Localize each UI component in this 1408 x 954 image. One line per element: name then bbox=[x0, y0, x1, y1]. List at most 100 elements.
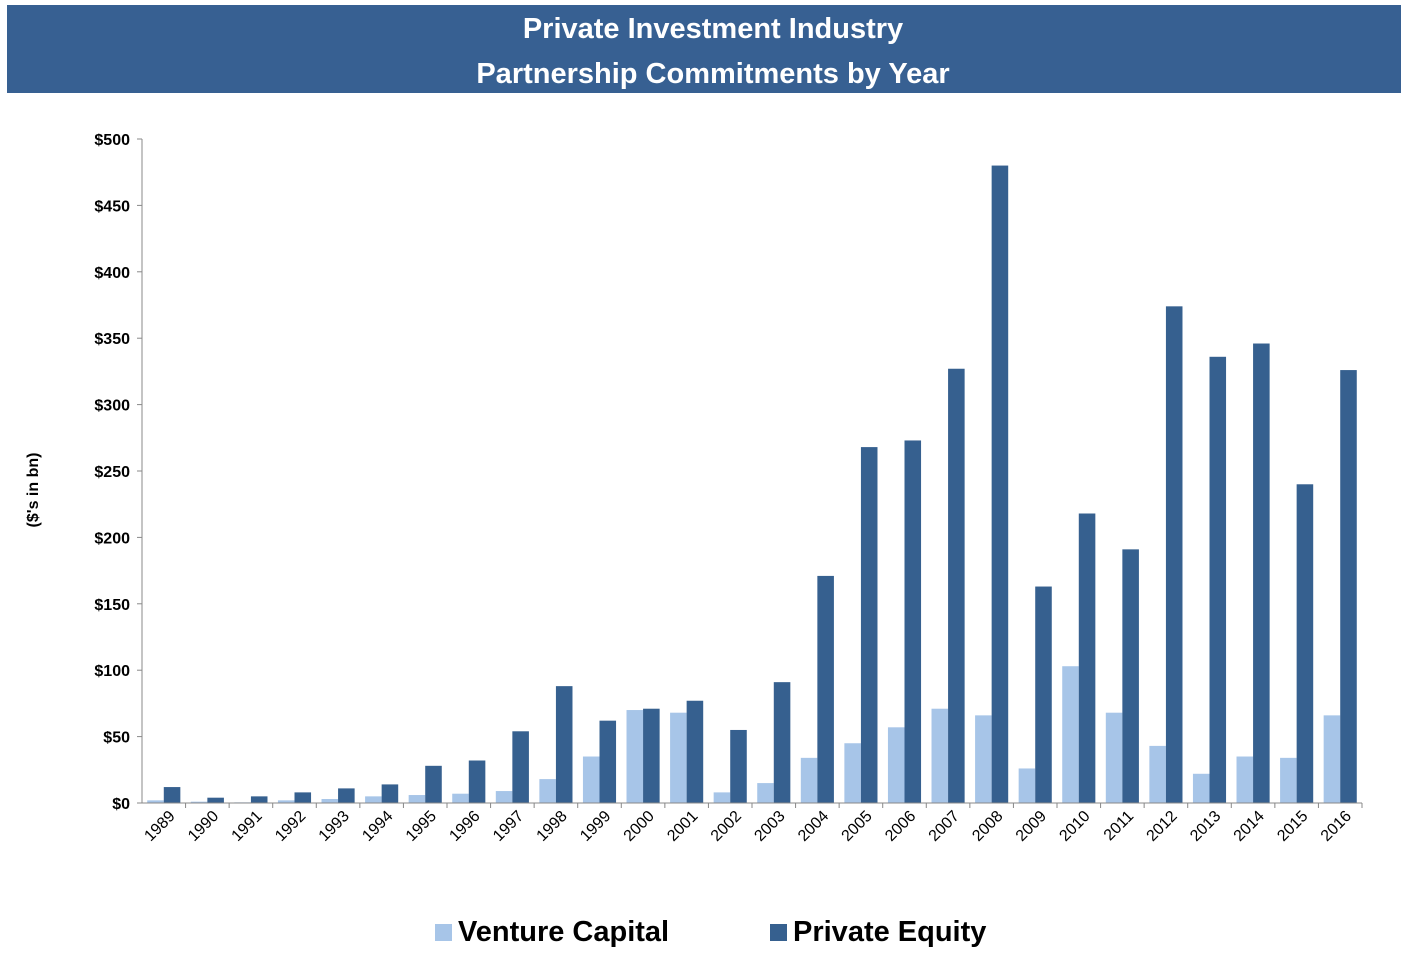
x-tick-label: 2001 bbox=[664, 808, 701, 845]
legend-label: Private Equity bbox=[793, 916, 986, 948]
bar bbox=[1122, 549, 1139, 803]
bar bbox=[408, 795, 426, 803]
x-tick-label: 1996 bbox=[446, 808, 483, 845]
bar bbox=[817, 575, 834, 803]
bar bbox=[495, 791, 513, 803]
x-tick-label: 1995 bbox=[403, 808, 440, 845]
x-tick-label: 2004 bbox=[795, 808, 832, 845]
bar bbox=[250, 796, 268, 803]
y-axis-label: ($'s in bn) bbox=[25, 453, 42, 528]
bar bbox=[975, 715, 992, 803]
bar bbox=[948, 368, 965, 803]
bar bbox=[670, 712, 687, 803]
y-tick-label: $100 bbox=[94, 663, 130, 680]
bar bbox=[582, 756, 600, 803]
x-tick-label: 1994 bbox=[359, 808, 396, 845]
bar bbox=[512, 731, 529, 803]
bar bbox=[860, 447, 878, 803]
bar bbox=[1296, 484, 1314, 803]
y-tick-label: $350 bbox=[94, 331, 130, 348]
bar bbox=[931, 708, 949, 803]
bar bbox=[643, 708, 660, 803]
bar bbox=[190, 801, 208, 803]
y-tick-label: $450 bbox=[94, 198, 130, 215]
bar bbox=[904, 440, 922, 803]
bar bbox=[163, 787, 181, 803]
bar bbox=[844, 743, 861, 803]
x-tick-label: 1989 bbox=[141, 808, 178, 845]
x-tick-label: 2003 bbox=[751, 808, 788, 845]
bar bbox=[730, 729, 747, 803]
x-tick-label: 2012 bbox=[1144, 808, 1181, 845]
x-tick-label: 1999 bbox=[577, 808, 614, 845]
bar bbox=[773, 682, 791, 803]
x-tick-label: 2006 bbox=[882, 808, 919, 845]
bar bbox=[338, 788, 355, 803]
bar bbox=[1105, 712, 1123, 803]
title-banner bbox=[7, 5, 1401, 93]
bar bbox=[452, 793, 469, 803]
legend-label: Venture Capital bbox=[458, 916, 669, 948]
bar bbox=[1165, 306, 1183, 803]
bar bbox=[321, 799, 339, 803]
y-tick-label: $250 bbox=[94, 464, 130, 481]
bar bbox=[147, 800, 164, 803]
bar bbox=[1062, 666, 1079, 803]
bar bbox=[599, 720, 617, 803]
x-tick-label: 2013 bbox=[1187, 808, 1224, 845]
bar bbox=[1192, 773, 1210, 803]
bar bbox=[1253, 343, 1270, 803]
bar bbox=[555, 686, 573, 803]
x-tick-label: 1993 bbox=[316, 808, 353, 845]
x-tick-label: 2015 bbox=[1274, 808, 1311, 845]
x-tick-label: 2002 bbox=[708, 808, 745, 845]
x-tick-label: 2010 bbox=[1056, 808, 1093, 845]
bar bbox=[277, 800, 295, 803]
bar bbox=[757, 783, 774, 803]
bar bbox=[365, 796, 382, 803]
bar bbox=[425, 765, 442, 803]
bar bbox=[1078, 513, 1096, 803]
bar bbox=[1018, 768, 1036, 803]
bar bbox=[1280, 757, 1297, 803]
x-tick-label: 1997 bbox=[490, 808, 527, 845]
x-tick-label: 1991 bbox=[229, 808, 266, 845]
bar bbox=[991, 165, 1009, 803]
bar bbox=[381, 784, 399, 803]
chart-subtitle: Partnership Commitments by Year bbox=[476, 58, 949, 90]
x-tick-label: 2005 bbox=[839, 808, 876, 845]
y-tick-label: $200 bbox=[94, 530, 130, 547]
y-tick-label: $50 bbox=[103, 730, 130, 747]
x-tick-label: 2011 bbox=[1101, 808, 1137, 844]
x-tick-label: 1990 bbox=[185, 808, 222, 845]
y-tick-label: $150 bbox=[94, 597, 130, 614]
bar bbox=[294, 792, 312, 803]
y-tick-label: $400 bbox=[94, 265, 130, 282]
x-tick-label: 2008 bbox=[969, 808, 1006, 845]
legend-swatch bbox=[770, 924, 787, 941]
x-tick-label: 2007 bbox=[926, 808, 963, 845]
bar bbox=[1340, 370, 1357, 803]
x-tick-label: 2016 bbox=[1318, 808, 1355, 845]
y-tick-label: $0 bbox=[112, 796, 130, 813]
bar bbox=[539, 779, 556, 803]
x-tick-label: 2000 bbox=[621, 808, 658, 845]
bar bbox=[713, 792, 731, 803]
bar bbox=[1149, 745, 1166, 803]
bar bbox=[1209, 356, 1227, 803]
bar bbox=[626, 710, 644, 803]
bar bbox=[468, 760, 486, 803]
y-tick-label: $300 bbox=[94, 398, 130, 415]
x-tick-label: 1998 bbox=[534, 808, 571, 845]
chart-title: Private Investment Industry bbox=[523, 13, 903, 45]
y-tick-label: $500 bbox=[94, 132, 130, 149]
bar bbox=[800, 757, 818, 803]
bar bbox=[1236, 756, 1254, 803]
bar bbox=[887, 727, 905, 803]
bar bbox=[686, 700, 704, 803]
x-tick-label: 2014 bbox=[1231, 808, 1268, 845]
x-tick-label: 2009 bbox=[1013, 808, 1050, 845]
legend-swatch bbox=[435, 924, 452, 941]
x-tick-label: 1992 bbox=[272, 808, 309, 845]
